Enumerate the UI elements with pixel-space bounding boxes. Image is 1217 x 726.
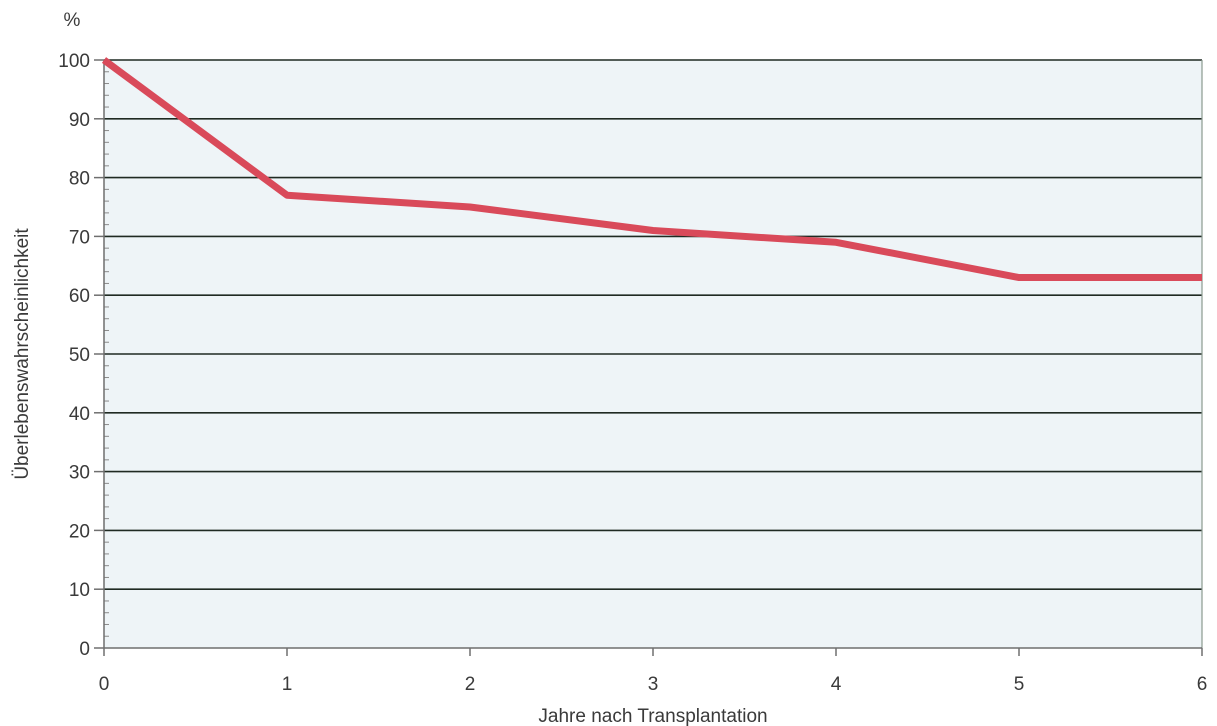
y-tick-labels: 0 10 20 30 40 50 60 70 80 90 100 xyxy=(58,51,90,660)
y-tick-label: 90 xyxy=(69,110,90,131)
x-tick-labels: 0 1 2 3 4 5 6 xyxy=(99,674,1208,695)
x-tick-label: 1 xyxy=(282,674,293,695)
minor-ticks xyxy=(104,71,109,637)
y-tick-label: 80 xyxy=(69,169,90,190)
x-tick-label: 0 xyxy=(99,674,110,695)
grid-lines xyxy=(104,59,1203,648)
y-tick-label: 10 xyxy=(69,580,90,601)
y-tick-label: 0 xyxy=(79,639,90,660)
y-tick-label: 50 xyxy=(69,345,90,366)
x-tick-label: 5 xyxy=(1014,674,1025,695)
x-tick-label: 2 xyxy=(465,674,476,695)
y-tick-label: 20 xyxy=(69,521,90,542)
series-layer xyxy=(101,57,1203,282)
y-tick-label: 60 xyxy=(69,286,90,307)
y-tick-label: 30 xyxy=(69,463,90,484)
x-axis-title: Jahre nach Transplantation xyxy=(538,706,767,726)
axes xyxy=(94,59,1203,656)
y-axis-title: Überlebenswahrscheinlichkeit xyxy=(12,228,33,480)
x-tick-label: 6 xyxy=(1197,674,1208,695)
y-tick-label: 100 xyxy=(58,51,90,72)
y-tick-label: 70 xyxy=(69,227,90,248)
y-unit-label: % xyxy=(64,10,81,31)
x-tick-label: 4 xyxy=(831,674,842,695)
y-tick-label: 40 xyxy=(69,404,90,425)
x-tick-label: 3 xyxy=(648,674,659,695)
